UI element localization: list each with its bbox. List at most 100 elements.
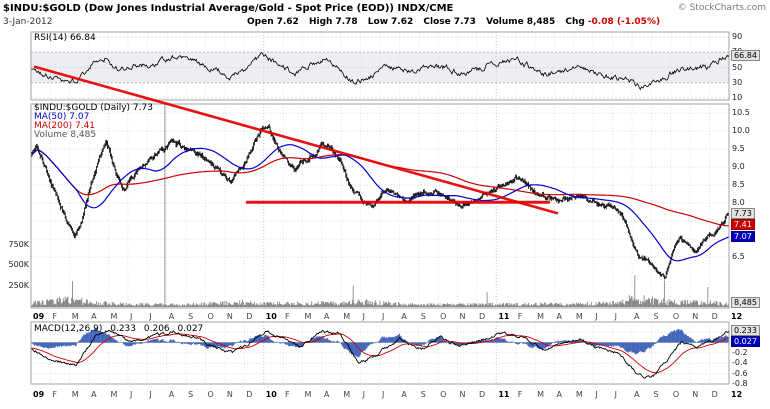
chg-value: -0.08 (-1.05%) bbox=[587, 17, 661, 27]
volume-axis-tick: 750K bbox=[8, 239, 29, 249]
x-axis-month-label: M bbox=[537, 312, 545, 321]
macd-signal-value: 0.206 bbox=[143, 324, 170, 334]
last-value-box-price: 7.73 bbox=[731, 207, 755, 219]
x-axis-month-label: J bbox=[595, 312, 598, 321]
x-axis-month-label: F bbox=[285, 312, 290, 321]
chart-title: $INDU:$GOLD (Dow Jones Industrial Averag… bbox=[3, 3, 454, 14]
x-axis-month-label: S bbox=[188, 312, 194, 321]
symbol-legend: $INDU:$GOLD (Daily) 7.73 bbox=[34, 103, 153, 113]
last-value-box-macd: 0.233 bbox=[731, 325, 760, 337]
x-axis-year-label: 09 bbox=[33, 312, 45, 321]
rsi-axis-tick: 50 bbox=[732, 62, 743, 72]
x-axis-month-label: S bbox=[420, 390, 426, 399]
price-axis-tick: 9.0 bbox=[732, 162, 745, 171]
x-axis-month-label: N bbox=[692, 312, 699, 321]
x-axis-month-label: N bbox=[459, 312, 466, 321]
x-axis-month-label: S bbox=[653, 312, 659, 321]
x-axis-month-label: A bbox=[556, 312, 562, 321]
x-axis-month-label: M bbox=[304, 390, 312, 399]
x-axis-month-label: A bbox=[634, 390, 640, 399]
x-axis-month-label: N bbox=[226, 390, 233, 399]
x-axis-month-label: J bbox=[614, 312, 618, 321]
volume-axis-tick: 250K bbox=[8, 281, 29, 291]
close-label: Close bbox=[423, 17, 451, 27]
x-axis-month-label: A bbox=[91, 312, 97, 321]
rsi-axis-tick: 30 bbox=[732, 77, 743, 87]
rsi-axis-tick: 10 bbox=[732, 93, 743, 102]
macd-axis-tick: -0.4 bbox=[732, 358, 748, 368]
x-axis-month-label: D bbox=[246, 312, 253, 321]
high-label: High bbox=[308, 17, 333, 27]
macd-axis-tick: -0.6 bbox=[732, 368, 748, 378]
x-axis-month-label: A bbox=[556, 390, 562, 399]
x-axis-month-label: D bbox=[711, 390, 718, 399]
volume-label: Volume bbox=[486, 17, 524, 27]
x-axis-month-label: O bbox=[440, 390, 447, 399]
x-axis-month-label: S bbox=[420, 312, 426, 321]
ma200-legend: MA(200) 7.41 bbox=[34, 121, 96, 131]
price-axis-tick: 8.5 bbox=[732, 180, 745, 189]
quote-date: 3-Jan-2012 bbox=[3, 17, 53, 27]
x-axis-year-label: 11 bbox=[498, 312, 510, 321]
x-axis-month-label: D bbox=[711, 312, 718, 321]
x-axis-month-label: F bbox=[52, 312, 57, 321]
x-axis-month-label: F bbox=[52, 390, 57, 399]
x-axis-month-label: S bbox=[188, 390, 194, 399]
x-axis-month-label: F bbox=[285, 390, 290, 399]
price-axis-tick: 9.5 bbox=[732, 144, 745, 153]
volume-axis-tick: 500K bbox=[8, 260, 29, 270]
macd-histogram-value: 0.027 bbox=[177, 324, 204, 334]
chg-label: Chg bbox=[565, 17, 585, 27]
x-axis-month-label: J bbox=[382, 390, 385, 399]
macd-legend-label: MACD(12,26,9) bbox=[34, 324, 103, 334]
x-axis-month-label: M bbox=[71, 390, 79, 399]
x-axis-month-label: A bbox=[168, 390, 175, 399]
x-axis-year-label: 11 bbox=[498, 390, 510, 399]
x-axis-month-label: N bbox=[226, 312, 233, 321]
x-axis-month-label: J bbox=[382, 312, 385, 321]
x-axis-month-label: F bbox=[517, 312, 523, 321]
price-axis-tick: 10.5 bbox=[732, 108, 750, 117]
x-axis-month-label: O bbox=[672, 312, 680, 321]
macd-legend: MACD(12,26,9) 0.233 0.206 0.027 bbox=[34, 325, 203, 334]
x-axis-month-label: J bbox=[595, 390, 598, 399]
x-axis-month-label: M bbox=[575, 312, 583, 321]
x-axis-year-label: 09 bbox=[33, 390, 45, 399]
x-axis-month-label: A bbox=[634, 312, 640, 321]
rsi-legend: RSI(14) 66.84 bbox=[34, 33, 96, 43]
macd-axis-tick: -0.8 bbox=[732, 379, 748, 388]
ma50-legend: MA(50) 7.07 bbox=[34, 112, 90, 122]
volume-legend: Volume 8,485 bbox=[34, 130, 97, 140]
last-value-box-volume: 8,485 bbox=[731, 297, 760, 308]
x-axis-month-label: O bbox=[207, 312, 214, 321]
x-axis-month-label: J bbox=[129, 390, 133, 399]
macd-legend-value: 0.233 bbox=[110, 324, 136, 334]
macd-axis-tick: -0.2 bbox=[732, 347, 748, 357]
x-axis-month-label: J bbox=[129, 312, 133, 321]
open-value: 7.62 bbox=[276, 17, 299, 27]
price-axis-tick: 6.5 bbox=[732, 252, 745, 261]
low-label: Low bbox=[367, 17, 389, 27]
x-axis-month-label: O bbox=[207, 390, 214, 399]
x-axis-month-label: M bbox=[110, 312, 118, 321]
x-axis-year-label: 12 bbox=[731, 312, 743, 321]
x-axis-year-label: 10 bbox=[265, 312, 277, 321]
x-axis-month-label: J bbox=[362, 312, 365, 321]
x-axis-month-label: J bbox=[149, 312, 152, 321]
volume-value: 8,485 bbox=[526, 17, 556, 27]
x-axis-year-label: 10 bbox=[265, 390, 277, 399]
low-value: 7.62 bbox=[391, 17, 414, 27]
x-axis-month-label: O bbox=[440, 312, 447, 321]
x-axis-month-label: A bbox=[401, 312, 407, 321]
stockcharts-watermark: © StockCharts.com bbox=[677, 3, 766, 13]
price-axis-tick: 8.0 bbox=[732, 198, 745, 207]
x-axis-month-label: M bbox=[575, 390, 583, 399]
x-axis-month-label: N bbox=[692, 390, 699, 399]
x-axis-month-label: J bbox=[614, 390, 618, 399]
last-value-box-macd: 0.027 bbox=[731, 336, 760, 348]
last-value-box-price: 7.07 bbox=[731, 231, 755, 243]
open-label: Open bbox=[247, 17, 274, 27]
x-axis-month-label: M bbox=[71, 312, 79, 321]
